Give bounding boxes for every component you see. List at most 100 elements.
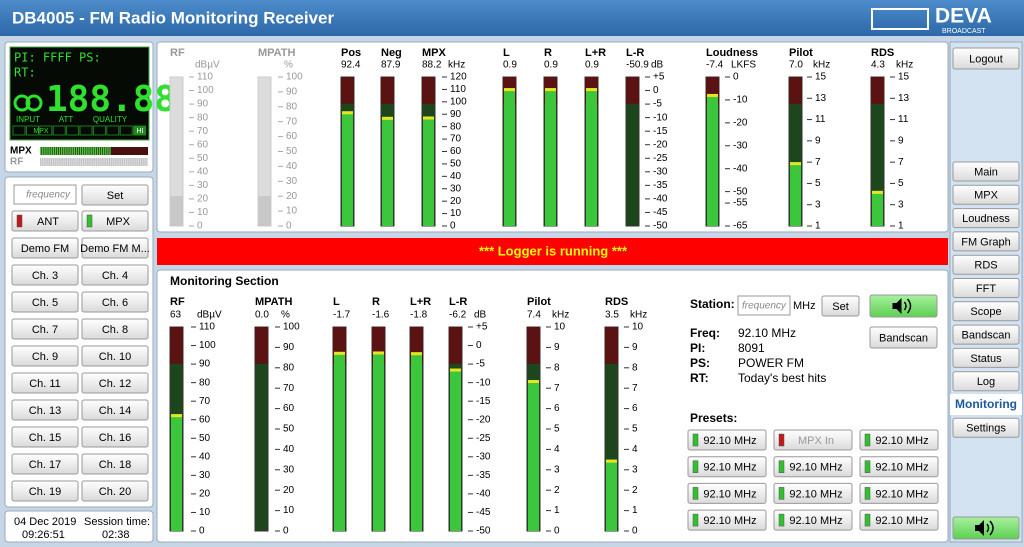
level-seg [110,158,113,166]
channel-button-label: Ch. 6 [102,297,128,309]
channel-button[interactable]: Ch. 18 [81,453,149,475]
channel-button[interactable]: Ch. 14 [81,399,149,421]
channel-button[interactable]: Ch. 7 [11,318,79,340]
preset-button-face [687,456,767,478]
channel-button-label: Ch. 13 [29,405,61,417]
station-set-button[interactable]: Set [821,295,860,317]
meter-tick-label: 1 [815,221,821,232]
preset-button-label: 92.10 MHz [875,462,928,474]
preset-button[interactable]: 92.10 MHz [687,429,767,451]
nav-tab[interactable]: Settings [952,417,1020,438]
preset-button[interactable]: 92.10 MHz [687,509,767,531]
station-unit: MHz [793,300,816,312]
preset-button[interactable]: 92.10 MHz [773,456,853,478]
preset-button[interactable]: 92.10 MHz [773,509,853,531]
channel-button[interactable]: Ch. 10 [81,345,149,367]
channel-button[interactable]: Ch. 16 [81,426,149,448]
level-seg [75,147,78,155]
channel-button[interactable]: Ch. 13 [11,399,79,421]
meter-tick-label: 40 [283,444,295,455]
channel-button[interactable]: Ch. 3 [11,264,79,286]
logout-button[interactable]: Logout [952,47,1020,70]
channel-button[interactable]: Ch. 15 [11,426,79,448]
meter-tick-label: 8 [554,362,560,373]
set-button[interactable]: Set [81,184,149,206]
channel-button[interactable]: Demo FM [11,237,79,259]
preset-button[interactable]: 92.10 MHz [859,429,939,451]
level-seg [95,158,98,166]
channel-button[interactable]: Ch. 11 [11,372,79,394]
channel-button-label: Ch. 16 [99,432,131,444]
channel-button[interactable]: Ch. 8 [81,318,149,340]
speaker-button[interactable] [952,516,1020,540]
preset-button[interactable]: 92.10 MHz [859,509,939,531]
meter-reading: 7.0 [789,60,803,71]
meter-reading: 88.2 [422,60,442,71]
level-seg [63,158,65,166]
meter-tick-label: 1 [898,221,904,232]
clock-panel [4,510,154,543]
meter-tick-label: 30 [197,180,209,191]
meter-unit: % [284,60,293,71]
nav-tab[interactable]: Bandscan [952,324,1020,345]
channel-button[interactable]: Ch. 12 [81,372,149,394]
channel-button[interactable]: Ch. 4 [81,264,149,286]
channel-button[interactable]: Ch. 5 [11,291,79,313]
channel-button[interactable]: Ch. 17 [11,453,79,475]
meter-unit: kHz [813,60,830,71]
channel-button[interactable]: Ch. 20 [81,480,149,502]
level-seg [80,158,83,166]
channel-button[interactable]: Ch. 6 [81,291,149,313]
preset-button[interactable]: 92.10 MHz [773,482,853,504]
level-seg [96,147,99,155]
meter-name: Pilot [527,296,551,308]
level-seg [88,147,90,155]
nav-tab[interactable]: FFT [952,278,1020,298]
meter-unit: kHz [448,60,465,71]
preset-button[interactable]: MPX In [773,429,853,451]
lcd-icon [13,94,31,112]
level-seg [42,158,44,166]
nav-tab[interactable]: Scope [952,301,1020,322]
nav-tab[interactable]: Status [952,347,1020,368]
speaker-button[interactable] [869,294,938,318]
channel-button[interactable]: ANT [11,210,79,232]
level-seg [138,158,141,166]
channel-button[interactable]: Ch. 9 [11,345,79,367]
nav-tab-label: FM Graph [961,236,1011,248]
channel-button[interactable]: MPX [81,210,149,232]
nav-tab-face [952,208,1020,229]
nav-tab-label: Log [977,376,995,388]
channel-button[interactable]: Demo FM M... [80,237,150,259]
nav-tab-active[interactable]: Monitoring [950,394,1022,415]
level-seg [59,158,61,166]
meter-tick-label: 3 [632,464,638,475]
preset-button[interactable]: 92.10 MHz [859,482,939,504]
channel-button-label: Ch. 17 [29,459,61,471]
nav-tab[interactable]: Log [952,371,1020,392]
preset-button[interactable]: 92.10 MHz [687,456,767,478]
nav-tab[interactable]: RDS [952,254,1020,275]
meter-unit: dBµV [197,310,222,321]
channel-button[interactable]: Ch. 19 [11,480,79,502]
channel-button-label: Ch. 19 [29,486,61,498]
nav-tab[interactable]: Loudness [952,208,1020,229]
meter-tick-label: 9 [632,342,638,353]
meter-level-cap [334,351,345,355]
level-seg [117,158,119,166]
preset-button[interactable]: 92.10 MHz [859,456,939,478]
bandscan-button[interactable]: Bandscan [869,326,938,349]
nav-tab[interactable]: FM Graph [952,231,1020,252]
meter-tick-label: 20 [197,194,209,205]
preset-button[interactable]: 92.10 MHz [687,482,767,504]
nav-tab[interactable]: MPX [952,184,1020,205]
channel-button-face [11,318,79,340]
meter-tick-label: -20 [653,139,668,150]
station-input[interactable] [737,295,791,316]
meter-tick-label: 4 [632,444,638,455]
frequency-input[interactable] [13,184,77,205]
lcd-cell [92,125,106,136]
level-seg [145,158,147,166]
meter-level [872,190,883,226]
nav-tab[interactable]: Main [952,161,1020,182]
